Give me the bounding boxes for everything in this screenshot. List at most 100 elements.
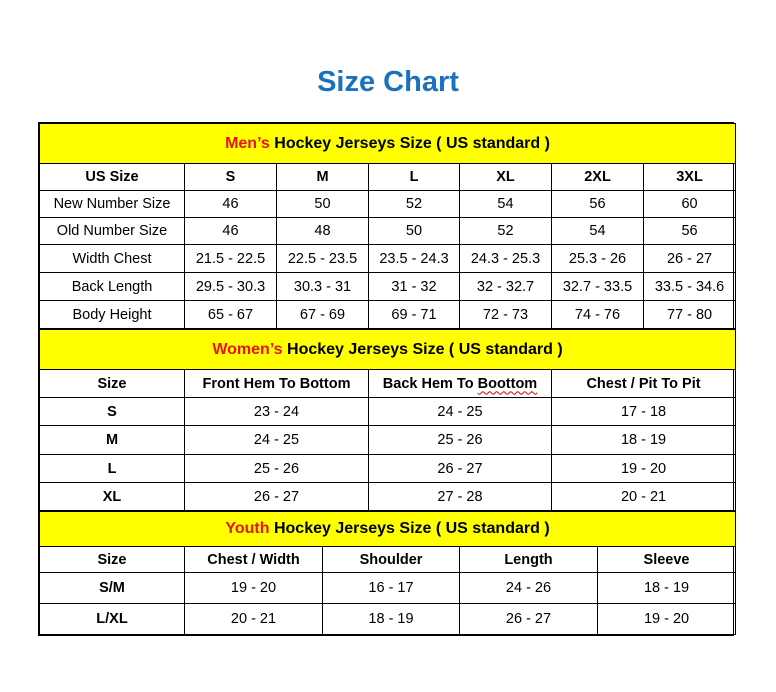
table-cell: 32.7 - 33.5 [551, 272, 644, 301]
column-header: Length [459, 546, 598, 573]
column-header: M [276, 163, 369, 191]
section-title-text: Hockey Jerseys Size ( US standard ) [282, 340, 563, 358]
table-cell: 46 [184, 190, 277, 218]
table-cell: 23 - 24 [184, 397, 369, 426]
row-label: S/M [39, 572, 185, 604]
table-row: Width Chest 21.5 - 22.5 22.5 - 23.5 23.5 - … [39, 244, 737, 273]
table-cell: 56 [551, 190, 644, 218]
table-row: S 23 - 24 24 - 25 17 - 18 [39, 397, 737, 426]
table-cell: 69 - 71 [368, 300, 460, 329]
table-cell: 32 - 32.7 [459, 272, 552, 301]
table-cell: 16 - 17 [322, 572, 460, 604]
section-title-text: Hockey Jerseys Size ( US standard ) [269, 520, 550, 537]
column-header: XL [459, 163, 552, 191]
column-header-label: S [225, 169, 236, 185]
table-cell: 74 - 76 [551, 300, 644, 329]
section-title-highlight: Men’s [225, 134, 270, 152]
table-row: S/M 19 - 20 16 - 17 24 - 26 18 - 19 [39, 572, 737, 604]
table-cell: 26 - 27 [184, 482, 369, 511]
table-cell: 17 - 18 [550, 397, 737, 426]
column-header: Shoulder [322, 546, 460, 573]
column-header-label: 3XL [676, 169, 703, 185]
table-cell: 24 - 26 [459, 572, 598, 604]
column-header-label: Front Hem To Bottom [202, 375, 351, 392]
table-cell: 25.3 - 26 [551, 244, 644, 273]
table-cell: 54 [459, 190, 552, 218]
table-cell: 52 [459, 217, 552, 245]
men-size-table: Men’s Hockey Jerseys Size ( US standard … [38, 123, 737, 329]
column-header: Size [39, 546, 185, 573]
column-header: Chest / Width [184, 546, 323, 573]
table-cell: 24 - 25 [368, 397, 552, 426]
column-header: 2XL [551, 163, 644, 191]
table-cell: 20 - 21 [550, 482, 737, 511]
table-cell: 29.5 - 30.3 [184, 272, 277, 301]
table-cell: 50 [368, 217, 460, 245]
table-cell: 54 [551, 217, 644, 245]
column-header-label: Chest / Pit To Pit [586, 375, 701, 392]
row-label: XL [39, 482, 185, 511]
table-cell: 24 - 25 [184, 425, 369, 455]
youth-size-table: Youth Hockey Jerseys Size ( US standard … [38, 511, 737, 635]
column-header-label: 2XL [584, 169, 611, 185]
table-cell: 24.3 - 25.3 [459, 244, 552, 273]
section-title-text: Hockey Jerseys Size ( US standard ) [269, 134, 550, 152]
column-header-label: L [409, 169, 419, 185]
table-cell: 19 - 20 [596, 603, 737, 635]
column-header-label: M [316, 169, 329, 185]
table-cell: 52 [368, 190, 460, 218]
table-cell: 77 - 80 [642, 300, 737, 329]
column-header-label: Length [504, 551, 553, 568]
column-header: 3XL [642, 163, 737, 191]
spellcheck-underline: Boottom [477, 375, 538, 392]
table-cell: 26 - 27 [459, 603, 598, 635]
column-header: US Size [39, 163, 185, 191]
table-cell: 18 - 19 [596, 572, 737, 604]
table-cell: 25 - 26 [368, 425, 552, 455]
women-size-table: Women’s Hockey Jerseys Size ( US standar… [38, 329, 737, 511]
row-label: L/XL [39, 603, 185, 635]
row-label: Old Number Size [39, 217, 185, 245]
section-title-highlight: Women’s [212, 340, 283, 358]
row-label: S [39, 397, 185, 426]
table-cell: 56 [642, 217, 737, 245]
table-cell: 26 - 27 [642, 244, 737, 273]
column-header-label: XL [496, 169, 515, 185]
table-row: Body Height 65 - 67 67 - 69 69 - 71 72 - 73 7… [39, 300, 737, 329]
column-header: Size [39, 369, 185, 398]
column-header: Chest / Pit To Pit [550, 369, 737, 398]
column-header-label: US Size [85, 169, 139, 185]
column-header-label: Chest / Width [207, 551, 300, 568]
table-cell: 50 [276, 190, 369, 218]
table-row: New Number Size 46 50 52 54 56 60 [39, 190, 737, 218]
men-section-title: Men’s Hockey Jerseys Size ( US standard … [38, 123, 737, 164]
table-cell: 20 - 21 [184, 603, 323, 635]
column-header: S [184, 163, 277, 191]
row-label: Back Length [39, 272, 185, 301]
column-header-label: Sleeve [643, 551, 690, 568]
column-header: L [368, 163, 460, 191]
table-cell: 46 [184, 217, 277, 245]
row-label: Width Chest [39, 244, 185, 273]
table-cell: 25 - 26 [184, 454, 369, 483]
table-row: Back Length 29.5 - 30.3 30.3 - 31 31 - 32 32… [39, 272, 737, 301]
table-cell: 22.5 - 23.5 [276, 244, 369, 273]
table-cell: 26 - 27 [368, 454, 552, 483]
table-cell: 19 - 20 [550, 454, 737, 483]
table-row: Old Number Size 46 48 50 52 54 56 [39, 217, 737, 245]
table-cell: 23.5 - 24.3 [368, 244, 460, 273]
table-cell: 30.3 - 31 [276, 272, 369, 301]
table-cell: 33.5 - 34.6 [642, 272, 737, 301]
column-header: Sleeve [596, 546, 737, 573]
row-label: New Number Size [39, 190, 185, 218]
column-header-label: Size [97, 551, 127, 568]
row-label: M [39, 425, 185, 455]
column-header: Front Hem To Bottom [184, 369, 369, 398]
table-cell: 60 [642, 190, 737, 218]
section-title-highlight: Youth [225, 520, 270, 537]
column-header-label: Size [97, 375, 127, 392]
page-title: Size Chart [317, 66, 459, 98]
column-header: Back Hem To Boottom [368, 369, 552, 398]
table-cell: 48 [276, 217, 369, 245]
column-header-label: Shoulder [359, 551, 423, 568]
